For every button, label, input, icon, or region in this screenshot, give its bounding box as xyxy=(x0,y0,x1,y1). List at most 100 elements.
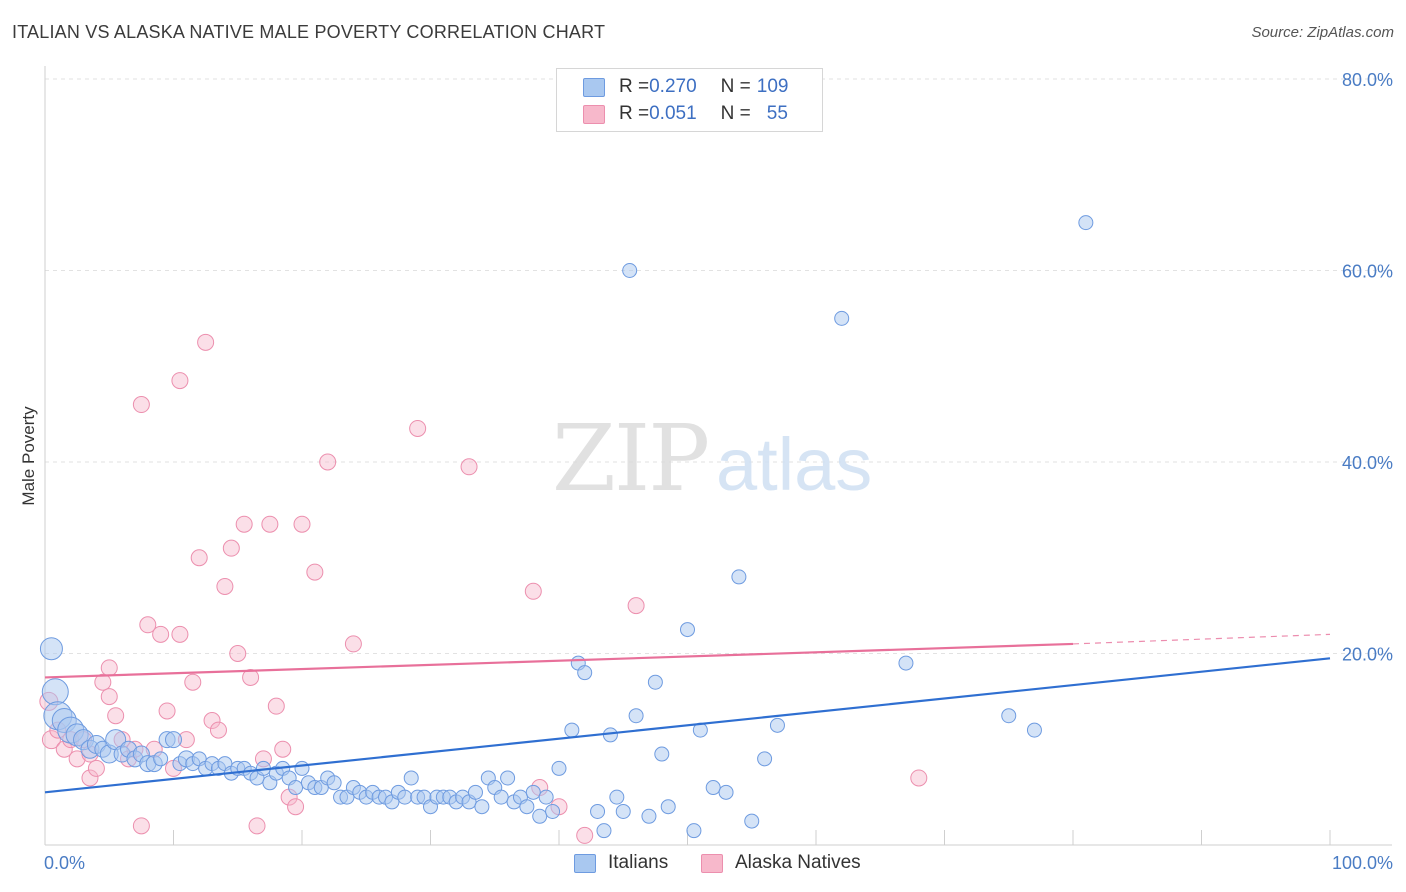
alaska-natives-point xyxy=(306,563,324,581)
italians-point xyxy=(1026,722,1042,738)
alaska-natives-point xyxy=(293,515,311,533)
alaska-natives-point xyxy=(209,721,227,739)
italians-point xyxy=(39,637,63,661)
italians-point xyxy=(641,808,657,824)
alaska-natives-point xyxy=(41,730,61,750)
alaska-natives-point xyxy=(197,333,215,351)
italians-point xyxy=(609,789,625,805)
alaska-natives-point xyxy=(107,707,125,725)
alaska-natives-point xyxy=(190,549,208,567)
legend-label-italians: Italians xyxy=(608,852,669,873)
italians-point xyxy=(165,731,182,749)
italians-point xyxy=(718,784,734,800)
legend-item-italians[interactable]: Italians xyxy=(574,852,668,874)
alaska-natives-point xyxy=(171,372,189,390)
italians-point xyxy=(654,746,670,762)
legend-r-label: R = xyxy=(619,76,650,97)
legend-row-alaska: R = 0.051 N = 55 xyxy=(583,102,788,126)
alaska-natives-point xyxy=(261,515,279,533)
alaska-natives-point xyxy=(132,396,150,414)
alaska-natives-point xyxy=(627,597,645,615)
alaska-natives-point xyxy=(229,645,247,662)
italians-point xyxy=(397,789,413,805)
legend-row-italians: R = 0.270 N = 109 xyxy=(583,75,788,99)
italians-point xyxy=(403,770,419,786)
alaska-natives-point xyxy=(171,625,189,643)
italians-point xyxy=(744,813,760,829)
italians-point xyxy=(898,655,914,671)
watermark: ZIP atlas xyxy=(552,405,872,512)
italians-point xyxy=(474,799,490,815)
alaska-natives-point xyxy=(409,419,427,437)
italians-point xyxy=(525,784,541,800)
alaska-natives-point xyxy=(242,668,260,686)
legend-n-label: N = xyxy=(720,76,751,97)
italians-point xyxy=(615,803,631,819)
alaska-natives-point xyxy=(287,798,305,816)
alaska-natives-point xyxy=(248,817,266,835)
alaska-natives-point xyxy=(460,458,478,476)
alaska-natives-point xyxy=(235,515,253,533)
italians-point xyxy=(680,622,695,638)
x-tick-label: 100.0% xyxy=(1332,853,1393,873)
italians-point xyxy=(538,789,554,805)
italians-point xyxy=(551,760,567,776)
italians-point xyxy=(153,751,169,767)
alaska-natives-point xyxy=(94,673,112,691)
italians-legend-swatch xyxy=(574,853,596,873)
italians-point xyxy=(467,784,483,800)
italians-point xyxy=(577,665,593,681)
italians-point xyxy=(500,770,516,786)
italians-point xyxy=(532,808,548,824)
italians-point xyxy=(1001,708,1017,724)
legend-item-alaska[interactable]: Alaska Natives xyxy=(701,852,861,874)
tick-labels: 20.0% 40.0% 60.0% 80.0% 0.0% 100.0% xyxy=(44,70,1393,873)
alaska-natives-point xyxy=(81,769,99,787)
alaska-natives-point xyxy=(158,702,176,720)
alaska-natives-point xyxy=(524,582,542,600)
watermark-zip: ZIP xyxy=(552,405,708,512)
italians-point xyxy=(493,789,509,805)
legend-n-value-italians: 109 xyxy=(756,76,789,97)
alaska-natives-point xyxy=(576,826,594,844)
italians-point xyxy=(647,674,663,690)
italians-point xyxy=(622,263,638,278)
italians-point xyxy=(705,780,721,796)
italians-point xyxy=(1078,215,1094,231)
italians-swatch xyxy=(583,77,605,97)
source-credit: Source: ZipAtlas.com xyxy=(1251,24,1394,41)
italians-point xyxy=(41,678,69,706)
legend-r-label: R = xyxy=(619,103,650,124)
y-tick-label: 20.0% xyxy=(1342,645,1393,665)
y-tick-label: 40.0% xyxy=(1342,453,1393,473)
alaska-natives-point xyxy=(100,688,118,706)
alaska-natives-point xyxy=(216,577,234,595)
legend-n-label: N = xyxy=(720,103,751,124)
italians-point xyxy=(834,310,850,326)
italians-point xyxy=(769,717,785,733)
alaska-natives-point xyxy=(344,635,362,653)
italians-trend-line xyxy=(44,657,1331,794)
italians-point xyxy=(564,722,580,738)
alaska-natives-point xyxy=(910,769,928,787)
gridlines xyxy=(45,78,1392,654)
legend-r-value-italians: 0.270 xyxy=(649,76,697,97)
legend-n-value-alaska: 55 xyxy=(766,103,788,124)
alaska-natives-point xyxy=(87,759,105,777)
correlation-legend: R = 0.270 N = 109 R = 0.051 N = 55 xyxy=(556,68,823,132)
alaska-natives-point xyxy=(319,453,337,471)
alaska-swatch xyxy=(583,104,605,124)
italians-point xyxy=(686,823,702,839)
y-tick-label: 80.0% xyxy=(1342,70,1393,90)
series-legend: Italians Alaska Natives xyxy=(0,852,1406,878)
italians-point xyxy=(757,751,773,767)
alaska-trend-line xyxy=(44,642,1074,679)
alaska-natives-point xyxy=(139,616,157,634)
y-tick-label: 60.0% xyxy=(1342,262,1393,282)
alaska-natives-points xyxy=(39,333,928,844)
alaska-natives-point xyxy=(184,673,202,691)
alaska-legend-swatch xyxy=(701,853,723,873)
alaska-natives-point xyxy=(100,659,118,677)
italians-point xyxy=(288,780,304,796)
